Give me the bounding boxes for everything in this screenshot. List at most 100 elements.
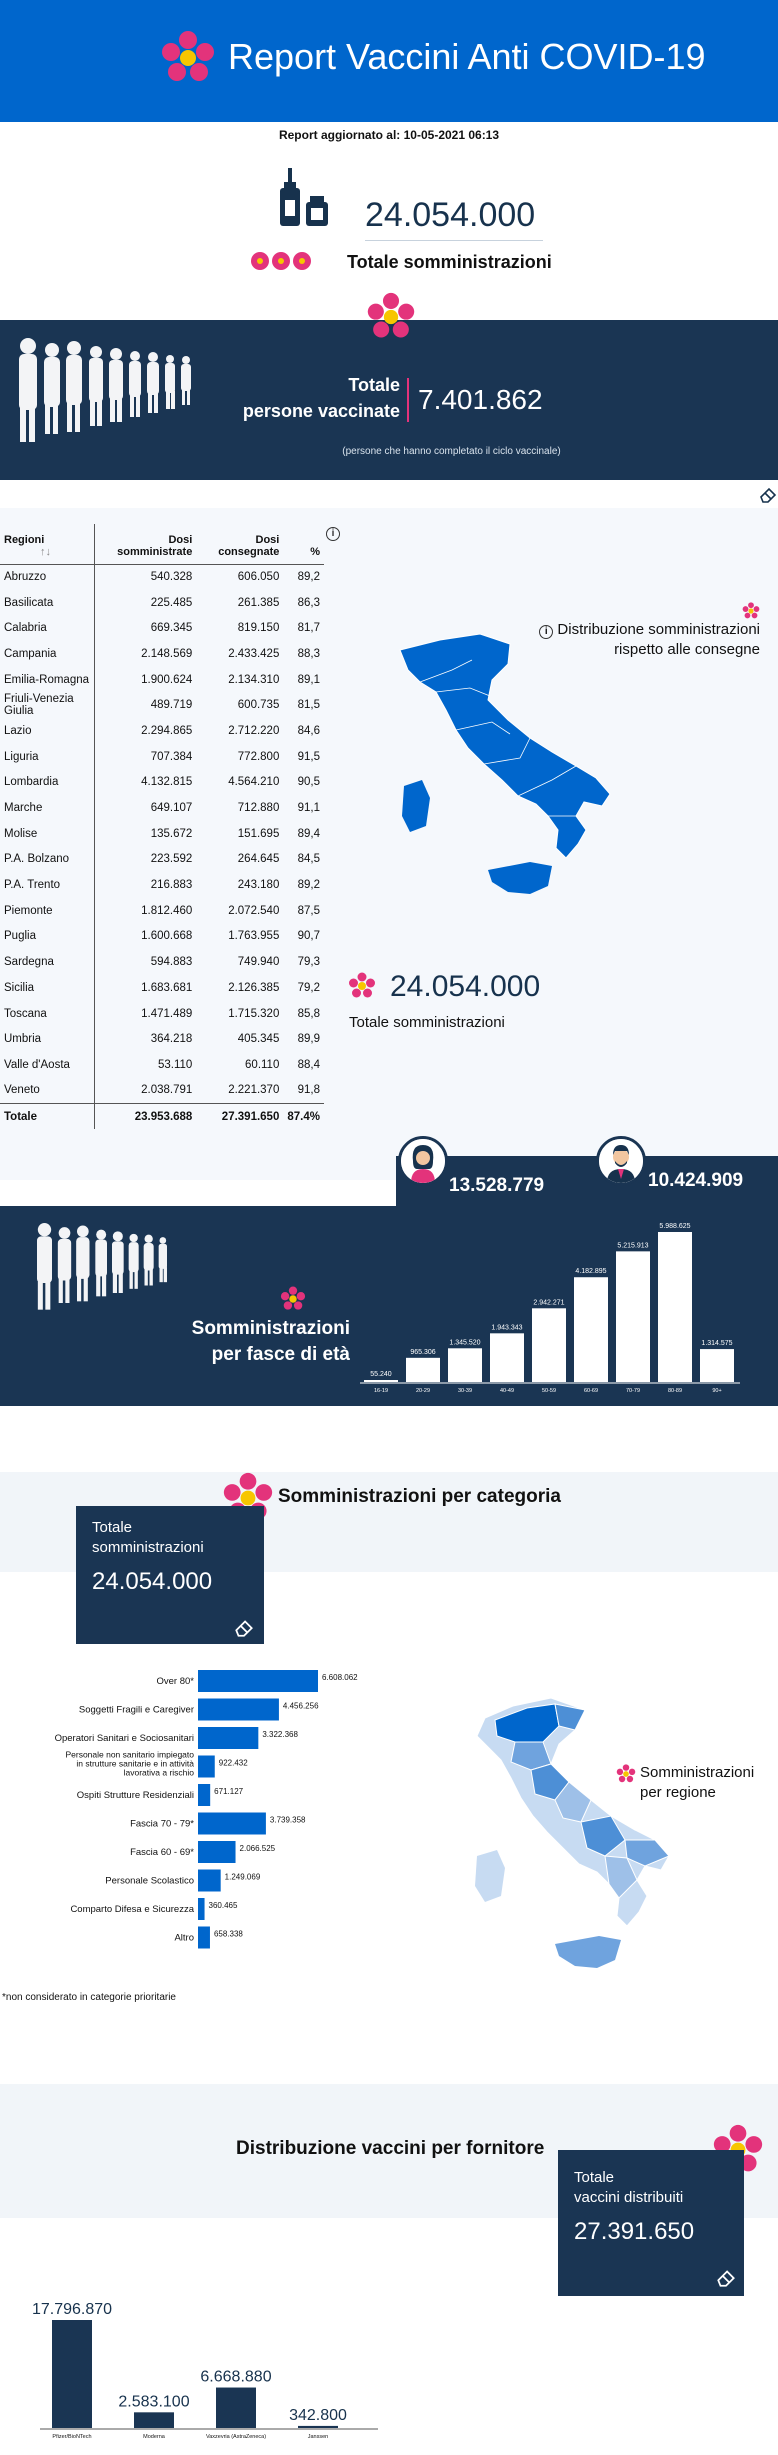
table-row: Toscana 1.471.489 1.715.320 85,8 bbox=[0, 1000, 324, 1027]
cell-region: Calabria bbox=[0, 615, 96, 642]
category-bar-label: 6.608.062 bbox=[322, 1673, 358, 1682]
category-box-label-line1: Totale bbox=[92, 1519, 133, 1536]
age-tick-label: 20-29 bbox=[416, 1388, 430, 1394]
cell-percent: 87,5 bbox=[297, 904, 320, 917]
cell-region: Puglia bbox=[0, 923, 96, 950]
vaccinated-note: (persone che hanno completato il ciclo v… bbox=[342, 446, 561, 457]
flower-logo-icon bbox=[162, 31, 214, 81]
category-bar bbox=[198, 1926, 210, 1949]
col-percent[interactable]: % bbox=[283, 524, 324, 565]
table-row: Sicilia 1.683.681 2.126.385 79,2 bbox=[0, 975, 324, 1001]
cell-region: Sicilia bbox=[0, 975, 96, 1001]
vaccinated-separator bbox=[407, 378, 409, 422]
table-row: Piemonte 1.812.460 2.072.540 87,5 bbox=[0, 897, 324, 924]
category-tick-label: Over 80* bbox=[157, 1676, 195, 1687]
category-tick-label: Personale non sanitario impiegato in stru… bbox=[65, 1750, 194, 1778]
category-bar bbox=[198, 1898, 205, 1920]
cell-region: P.A. Trento bbox=[0, 872, 96, 898]
page-title: Report Vaccini Anti COVID-19 bbox=[228, 36, 706, 77]
col-region[interactable]: Regioni ↑↓ bbox=[0, 524, 96, 565]
category-bar-label: 360.465 bbox=[209, 1901, 238, 1910]
vaccinated-label-line2: persone vaccinate bbox=[242, 401, 400, 421]
info-icon[interactable]: i bbox=[539, 625, 554, 639]
category-tick-label: Operatori Sanitari e Sociosanitari bbox=[55, 1733, 194, 1744]
col-administered[interactable]: Dosi somministrate bbox=[94, 524, 197, 565]
cell-region: Abruzzo bbox=[0, 564, 96, 590]
table-row: Veneto 2.038.791 2.221.370 91,8 bbox=[0, 1077, 324, 1104]
cell-delivered: 819.150 bbox=[237, 622, 280, 635]
age-bar-chart: 55.240 16-19 965.306 20-29 1.345.520 30-39 1.9… bbox=[360, 1223, 740, 1394]
cell-delivered: 405.345 bbox=[237, 1033, 280, 1046]
cell-percent: 91,1 bbox=[297, 802, 320, 815]
cell-administered: 540.328 bbox=[150, 571, 193, 584]
table-row: Lombardia 4.132.815 4.564.210 90,5 bbox=[0, 769, 324, 796]
cell-percent: 79,2 bbox=[297, 981, 320, 994]
cell-region: Friuli-Venezia Giulia bbox=[0, 692, 96, 719]
cell-percent: 89,1 bbox=[297, 673, 320, 686]
cell-region: Umbria bbox=[0, 1026, 96, 1053]
cell-percent: 89,4 bbox=[297, 827, 320, 840]
table-row: P.A. Trento 216.883 243.180 89,2 bbox=[0, 872, 324, 898]
category-map-label-line1: Somministrazioni bbox=[640, 1764, 755, 1781]
age-bar bbox=[616, 1251, 650, 1382]
cell-percent: 81,7 bbox=[297, 622, 320, 635]
cell-region: Liguria bbox=[0, 743, 96, 770]
cell-administered: 53.110 bbox=[158, 1058, 193, 1071]
category-box-label: Totale somministrazioni bbox=[92, 1518, 204, 1558]
eraser-icon[interactable] bbox=[758, 484, 778, 504]
supplier-bar-label: 2.583.100 bbox=[118, 2393, 189, 2410]
category-bar-label: 3.739.358 bbox=[270, 1816, 306, 1825]
table-row: P.A. Bolzano 223.592 264.645 84,5 bbox=[0, 846, 324, 873]
italy-region-map[interactable] bbox=[455, 1690, 685, 1990]
cell-administered: 1.683.681 bbox=[141, 981, 193, 994]
cell-percent: 91,5 bbox=[297, 750, 320, 763]
category-tick-label: Altro bbox=[174, 1933, 194, 1944]
flower-icon bbox=[349, 972, 375, 998]
map-label-line2: rispetto alle consegne bbox=[614, 641, 760, 658]
cell-administered: 135.672 bbox=[150, 827, 193, 840]
table-row: Molise 135.672 151.695 89,4 bbox=[0, 820, 324, 847]
age-bar bbox=[406, 1357, 440, 1382]
cell-delivered: 2.072.540 bbox=[228, 904, 280, 917]
cell-delivered: 2.433.425 bbox=[228, 647, 280, 660]
cell-delivered: 772.800 bbox=[237, 750, 280, 763]
age-tick-label: 40-49 bbox=[500, 1388, 514, 1394]
eraser-icon[interactable] bbox=[232, 1616, 256, 1638]
cell-delivered: 2.134.310 bbox=[228, 673, 280, 686]
table-row: Friuli-Venezia Giulia 489.719 600.735 81,5 bbox=[0, 692, 324, 719]
category-tick-label: Soggetti Fragili e Caregiver bbox=[79, 1705, 194, 1716]
table-row: Calabria 669.345 819.150 81,7 bbox=[0, 615, 324, 642]
supplier-box-value: 27.391.650 bbox=[574, 2218, 695, 2245]
info-icon[interactable]: i bbox=[326, 527, 340, 541]
age-label-line1: Somministrazioni bbox=[191, 1318, 350, 1339]
cell-delivered: 151.695 bbox=[237, 827, 280, 840]
eraser-icon[interactable] bbox=[714, 2266, 738, 2288]
supplier-bar bbox=[298, 2425, 338, 2428]
category-note: *non considerato in categorie prioritari… bbox=[2, 1992, 176, 2003]
age-bar-label: 55.240 bbox=[370, 1371, 392, 1378]
supplier-total-box bbox=[558, 2150, 744, 2296]
cell-administered: 2.148.569 bbox=[141, 647, 193, 660]
cell-region: Lazio bbox=[0, 718, 96, 744]
age-tick-label: 30-39 bbox=[458, 1388, 472, 1394]
cell-region: Marche bbox=[0, 795, 96, 821]
category-bar-label: 3.322.368 bbox=[262, 1730, 298, 1739]
header-bar bbox=[0, 0, 778, 122]
supplier-box-label-line2: vaccini distribuiti bbox=[574, 2189, 684, 2206]
men-value: 10.424.909 bbox=[648, 1170, 744, 1191]
cell-administered: 223.592 bbox=[150, 853, 193, 866]
italy-map[interactable] bbox=[380, 630, 640, 910]
cell-region: Veneto bbox=[0, 1077, 96, 1104]
flower-icon bbox=[742, 602, 760, 619]
supplier-box-label-line1: Totale bbox=[574, 2169, 615, 2186]
cell-region: Emilia-Romagna bbox=[0, 666, 96, 693]
category-tick-label: Fascia 70 - 79* bbox=[130, 1819, 194, 1830]
flower-icon bbox=[367, 292, 415, 338]
vaccinated-label-line1: Totale bbox=[348, 375, 400, 395]
total-administrations-label: Totale somministrazioni bbox=[347, 252, 552, 272]
category-bar bbox=[198, 1812, 266, 1835]
updated-label: Report aggiornato al: bbox=[278, 128, 401, 142]
category-bar bbox=[198, 1784, 211, 1806]
category-bar bbox=[198, 1670, 318, 1692]
col-delivered[interactable]: Dosi consegnate bbox=[196, 524, 284, 565]
